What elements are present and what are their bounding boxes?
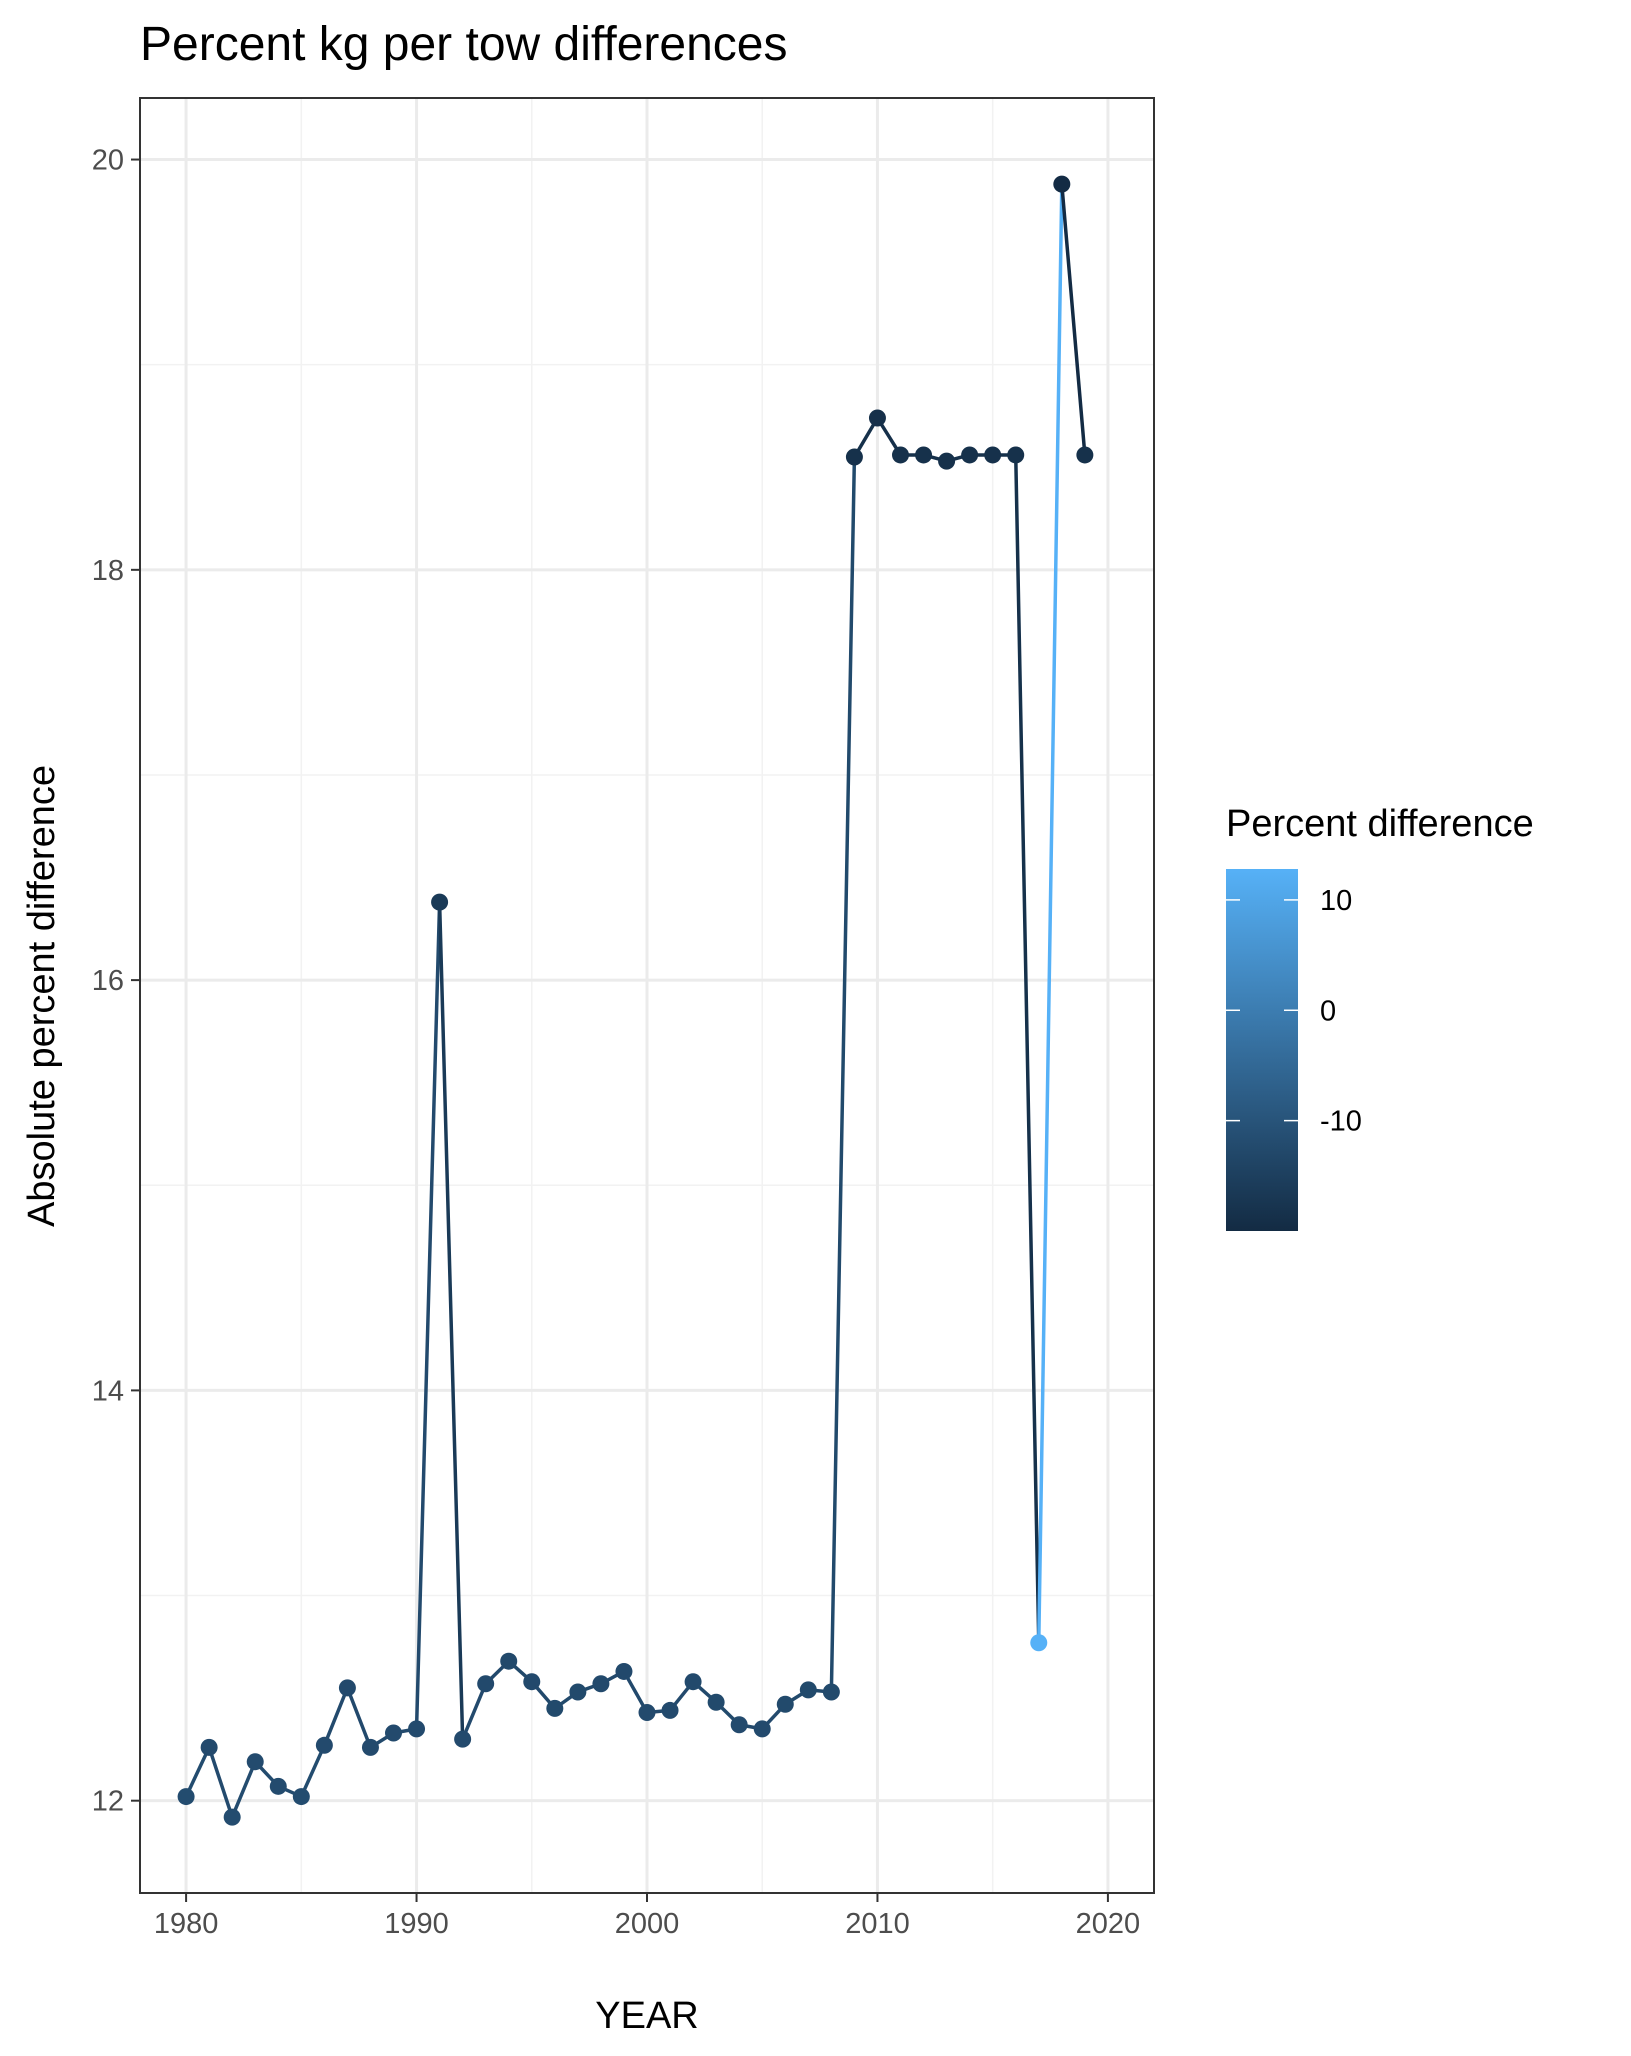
data-point xyxy=(523,1673,541,1691)
data-point xyxy=(961,446,979,464)
data-point xyxy=(868,409,886,427)
data-point xyxy=(938,452,956,470)
data-point xyxy=(776,1695,794,1713)
data-point xyxy=(546,1699,564,1717)
data-point xyxy=(915,446,933,464)
legend-tick-label: -10 xyxy=(1320,1106,1362,1138)
data-point xyxy=(684,1673,702,1691)
y-tick-label: 20 xyxy=(92,145,124,177)
data-point xyxy=(753,1720,771,1738)
data-point xyxy=(408,1720,426,1738)
y-axis: 12 14 16 18 20 xyxy=(92,145,140,1818)
data-point xyxy=(1053,175,1071,193)
series-lines xyxy=(184,182,1087,1819)
data-point xyxy=(799,1681,817,1699)
data-point xyxy=(845,448,863,466)
x-tick-label: 2010 xyxy=(845,1908,910,1940)
series-line-segment xyxy=(1060,182,1087,457)
series-line-segment xyxy=(460,1682,488,1741)
legend-title: Percent difference xyxy=(1226,803,1534,845)
y-axis-title: Absolute percent difference xyxy=(21,765,63,1227)
data-point xyxy=(477,1675,495,1693)
legend-tick-label: 0 xyxy=(1320,995,1336,1027)
data-point xyxy=(569,1683,587,1701)
x-tick-label: 1990 xyxy=(384,1908,449,1940)
data-point xyxy=(200,1738,218,1756)
data-point xyxy=(269,1777,287,1795)
data-point xyxy=(315,1736,333,1754)
series-line-segment xyxy=(437,900,465,1741)
data-point xyxy=(454,1730,472,1748)
data-point xyxy=(500,1652,518,1670)
x-tick-label: 1980 xyxy=(154,1908,219,1940)
x-axis-title: YEAR xyxy=(595,1995,698,2037)
data-point xyxy=(892,446,909,464)
data-point xyxy=(1076,446,1094,464)
data-point xyxy=(707,1693,725,1711)
y-tick-label: 12 xyxy=(92,1786,124,1818)
data-point xyxy=(292,1788,310,1806)
data-point xyxy=(984,446,1002,464)
data-point xyxy=(592,1675,610,1693)
series-line-segment xyxy=(414,900,442,1731)
series-line-segment xyxy=(299,1743,327,1799)
data-point xyxy=(431,893,449,911)
data-point xyxy=(661,1701,679,1719)
y-tick-label: 16 xyxy=(92,965,124,997)
chart-title: Percent kg per tow differences xyxy=(140,18,787,71)
data-point xyxy=(177,1788,195,1806)
grid-major xyxy=(140,98,1154,1893)
series-line-segment xyxy=(230,1759,257,1819)
data-point xyxy=(615,1662,633,1680)
data-point xyxy=(361,1738,379,1756)
data-point xyxy=(246,1753,264,1771)
x-tick-label: 2000 xyxy=(615,1908,680,1940)
data-point xyxy=(223,1808,241,1826)
x-tick-label: 2020 xyxy=(1076,1908,1141,1940)
data-point xyxy=(338,1679,356,1697)
x-axis: 1980 1990 2000 2010 2020 xyxy=(154,1893,1140,1940)
series-points xyxy=(177,175,1094,1826)
data-point xyxy=(1030,1634,1048,1652)
legend: Percent difference 10 0 -10 xyxy=(1226,803,1534,1231)
y-tick-label: 18 xyxy=(92,555,124,587)
data-point xyxy=(385,1724,402,1742)
series-line-segment xyxy=(1037,182,1064,1645)
series-line-segment xyxy=(345,1686,373,1750)
series-line-segment xyxy=(1013,453,1041,1645)
legend-ticks: 10 0 -10 xyxy=(1226,885,1362,1138)
legend-colorbar xyxy=(1226,869,1298,1231)
data-point xyxy=(1007,446,1025,464)
y-tick-label: 14 xyxy=(92,1375,124,1407)
series-line-segment xyxy=(184,1745,211,1799)
series-line-segment xyxy=(322,1686,350,1748)
series-line-segment xyxy=(207,1745,234,1819)
data-point xyxy=(822,1683,840,1701)
series-line-segment xyxy=(829,455,857,1694)
legend-tick-label: 10 xyxy=(1320,885,1352,917)
data-point xyxy=(730,1716,748,1734)
data-point xyxy=(638,1703,656,1721)
